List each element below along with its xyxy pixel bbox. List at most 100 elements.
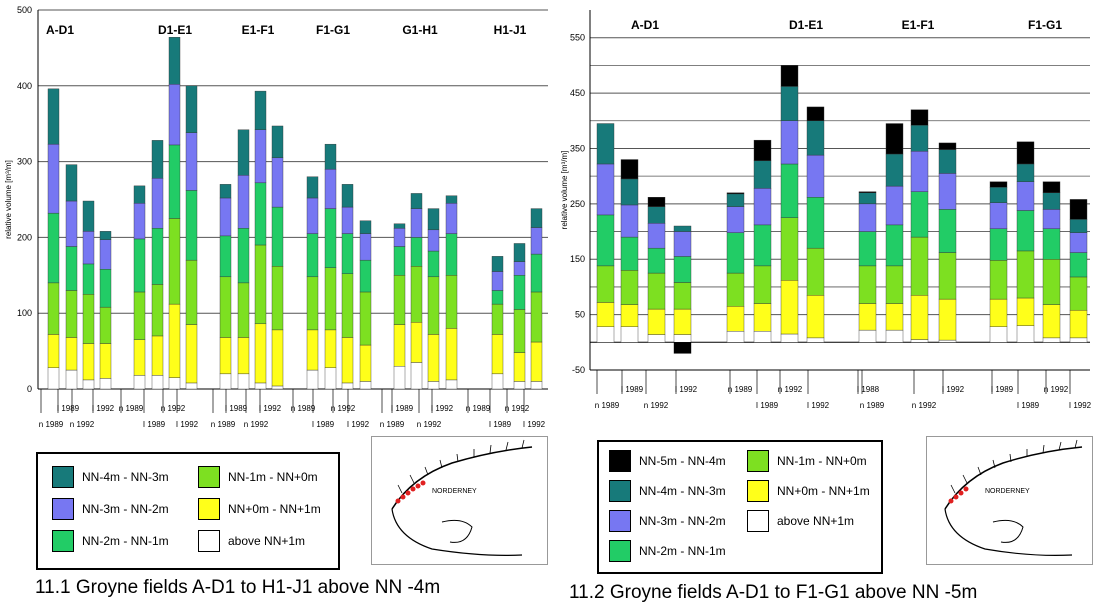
bar-segment <box>445 203 458 234</box>
bar-segment <box>1016 297 1035 326</box>
legend-item: NN-2m - NN-1m <box>52 530 169 552</box>
bar-segment <box>806 120 825 156</box>
bar-segment <box>858 303 877 331</box>
legend-label: NN-1m - NN+0m <box>228 470 318 484</box>
x-tick-label: I 1989 <box>143 420 166 429</box>
bar-segment <box>491 256 504 272</box>
bar-segment <box>99 231 112 240</box>
bar-segment <box>359 381 372 390</box>
bar-segment <box>82 200 95 232</box>
bar-segment <box>393 228 406 247</box>
x-tick-label: I 1989 <box>991 385 1014 394</box>
map-label: NORDERNEY <box>985 488 1030 495</box>
bar-segment <box>82 343 95 381</box>
x-tick-label: I 1989 <box>621 385 644 394</box>
x-tick-label: n 1989 <box>860 401 885 410</box>
legend-item: above NN+1m <box>747 510 854 532</box>
bar-segment <box>806 295 825 339</box>
bar-segment <box>910 151 929 192</box>
legend-label: NN+0m - NN+1m <box>228 502 321 516</box>
bar-segment <box>306 329 319 371</box>
bar-segment <box>806 196 825 249</box>
bar-segment <box>780 333 799 343</box>
x-tick-label: I 1989 <box>391 404 414 413</box>
bar-segment <box>341 233 354 274</box>
x-tick-label: I 1989 <box>312 420 335 429</box>
bar-segment <box>1042 304 1061 339</box>
bar-segment <box>82 294 95 344</box>
bar-segment <box>341 184 354 208</box>
legend-label: NN-4m - NN-3m <box>82 470 169 484</box>
bar-segment <box>1069 276 1088 311</box>
bar-segment <box>237 282 250 338</box>
map-label: NORDERNEY <box>432 488 477 495</box>
x-tick-label: n 1992 <box>331 404 356 413</box>
bar-segment <box>151 140 164 179</box>
bar-segment <box>673 282 692 310</box>
bar-segment <box>341 206 354 234</box>
location-map-right: NORDERNEY <box>926 436 1093 565</box>
x-tick-label: n 1992 <box>912 401 937 410</box>
bar-segment <box>219 337 232 375</box>
x-tick-label: n 1989 <box>211 420 236 429</box>
bar-segment <box>359 220 372 234</box>
x-tick-label: n 1992 <box>70 420 95 429</box>
bar-segment <box>858 265 877 304</box>
x-tick-label: n 1992 <box>505 404 530 413</box>
x-tick-label: n 1989 <box>119 404 144 413</box>
bar-segment <box>47 212 60 284</box>
bar-segment <box>530 227 543 255</box>
bar-segment <box>753 224 772 267</box>
bar-segment <box>271 157 284 208</box>
bar-segment <box>989 202 1008 229</box>
bar-segment <box>306 369 319 390</box>
x-tick-label: n 1992 <box>644 401 669 410</box>
bar-segment <box>885 123 904 155</box>
bar-segment <box>1016 181 1035 211</box>
bar-segment <box>427 208 440 231</box>
legend-swatch <box>198 530 220 552</box>
bar-segment <box>647 334 666 343</box>
legend-label: above NN+1m <box>777 514 855 528</box>
bar-segment <box>393 246 406 276</box>
caption-right: 11.2 Groyne fields A-D1 to F1-G1 above N… <box>569 582 978 603</box>
legend-swatch <box>198 498 220 520</box>
y-tick-label: 300 <box>17 157 32 167</box>
bar-segment <box>65 290 78 338</box>
bar-segment <box>491 303 504 335</box>
bar-segment <box>753 303 772 332</box>
bar-segment <box>647 247 666 274</box>
bar-segment <box>753 331 772 343</box>
bar-segment <box>1042 209 1061 229</box>
x-tick-label: I 1992 <box>176 420 199 429</box>
bar-segment <box>47 282 60 335</box>
bar-segment <box>753 139 772 161</box>
x-tick-label: I 1989 <box>756 401 779 410</box>
bar-segment <box>410 322 423 363</box>
bar-segment <box>596 326 615 343</box>
bar-segment <box>885 185 904 226</box>
x-tick-label: I 1992 <box>259 404 282 413</box>
legend-swatch <box>609 540 631 562</box>
bar-segment <box>989 298 1008 328</box>
bar-segment <box>445 195 458 204</box>
x-tick-label: I 1992 <box>431 404 454 413</box>
bar-segment <box>1042 228 1061 260</box>
bar-segment <box>806 154 825 198</box>
bar-segment <box>1016 325 1035 343</box>
bar-segment <box>885 329 904 343</box>
group-label: A-D1 <box>46 23 74 37</box>
bar-segment <box>673 231 692 257</box>
x-tick-label: I 1989 <box>225 404 248 413</box>
bar-segment <box>359 344 372 382</box>
bar-segment <box>65 246 78 291</box>
y-axis-label: relative volume [m³/m] <box>4 160 13 239</box>
legend-label: NN-2m - NN-1m <box>639 544 726 558</box>
bar-segment <box>647 196 666 207</box>
bar-segment <box>151 228 164 285</box>
bar-segment <box>219 276 232 338</box>
bar-segment <box>1016 250 1035 299</box>
bar-segment <box>271 206 284 267</box>
bar-segment <box>647 308 666 335</box>
bar-segment <box>1069 219 1088 233</box>
